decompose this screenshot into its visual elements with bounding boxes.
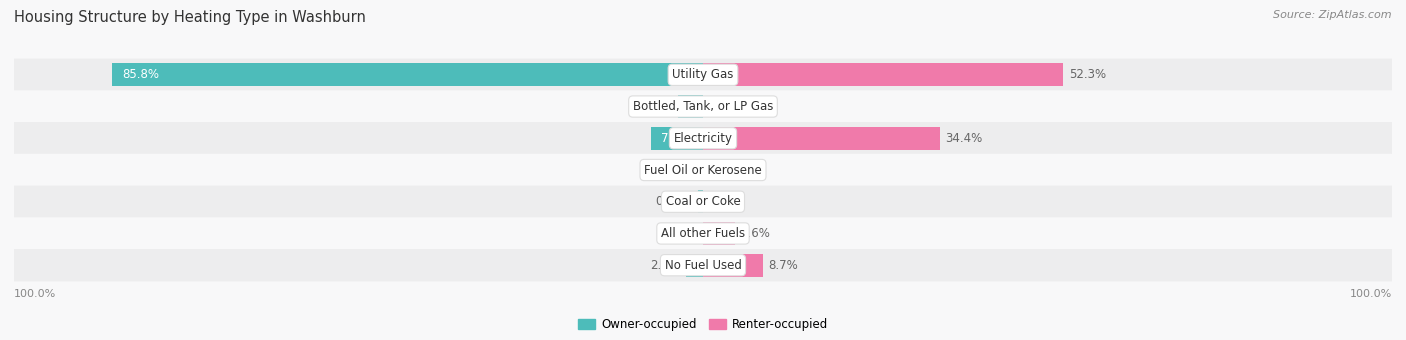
Bar: [703, 63, 1063, 86]
Text: 100.0%: 100.0%: [14, 289, 56, 299]
FancyBboxPatch shape: [14, 217, 1392, 250]
Text: 52.3%: 52.3%: [1069, 68, 1107, 81]
Text: Housing Structure by Heating Type in Washburn: Housing Structure by Heating Type in Was…: [14, 10, 366, 25]
Text: 0.67%: 0.67%: [655, 195, 693, 208]
Text: No Fuel Used: No Fuel Used: [665, 259, 741, 272]
Text: 0.0%: 0.0%: [713, 195, 742, 208]
Text: Coal or Coke: Coal or Coke: [665, 195, 741, 208]
Bar: [703, 222, 735, 245]
Text: 34.4%: 34.4%: [945, 132, 983, 145]
Text: 8.7%: 8.7%: [769, 259, 799, 272]
Text: 85.8%: 85.8%: [122, 68, 159, 81]
Text: Bottled, Tank, or LP Gas: Bottled, Tank, or LP Gas: [633, 100, 773, 113]
Bar: [703, 254, 763, 277]
Text: Source: ZipAtlas.com: Source: ZipAtlas.com: [1274, 10, 1392, 20]
Text: 0.0%: 0.0%: [713, 100, 742, 113]
Text: 100.0%: 100.0%: [1350, 289, 1392, 299]
Text: Utility Gas: Utility Gas: [672, 68, 734, 81]
Text: Fuel Oil or Kerosene: Fuel Oil or Kerosene: [644, 164, 762, 176]
Text: 0.0%: 0.0%: [713, 164, 742, 176]
Text: 0.0%: 0.0%: [664, 227, 693, 240]
FancyBboxPatch shape: [14, 186, 1392, 218]
Text: 2.5%: 2.5%: [651, 259, 681, 272]
FancyBboxPatch shape: [14, 249, 1392, 282]
Bar: [686, 254, 703, 277]
Bar: [112, 63, 703, 86]
Text: Electricity: Electricity: [673, 132, 733, 145]
Bar: [678, 95, 703, 118]
Bar: [703, 127, 941, 150]
Bar: [651, 127, 703, 150]
FancyBboxPatch shape: [14, 122, 1392, 154]
FancyBboxPatch shape: [14, 90, 1392, 123]
Text: 4.6%: 4.6%: [740, 227, 770, 240]
Text: 3.6%: 3.6%: [643, 100, 672, 113]
Text: 7.6%: 7.6%: [661, 132, 690, 145]
Bar: [699, 190, 703, 213]
FancyBboxPatch shape: [14, 58, 1392, 91]
FancyBboxPatch shape: [14, 154, 1392, 186]
Text: All other Fuels: All other Fuels: [661, 227, 745, 240]
Text: 0.0%: 0.0%: [664, 164, 693, 176]
Legend: Owner-occupied, Renter-occupied: Owner-occupied, Renter-occupied: [572, 313, 834, 336]
